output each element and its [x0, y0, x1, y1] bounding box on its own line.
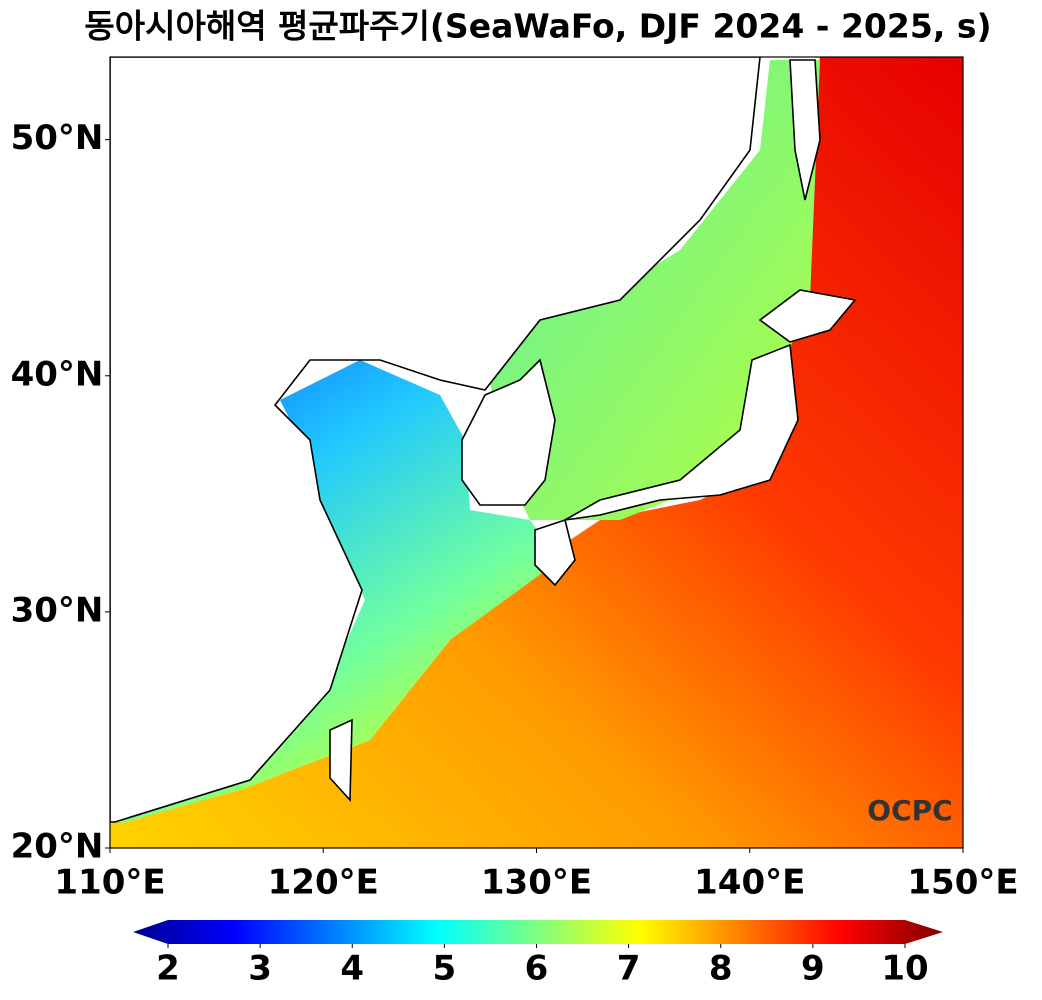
colorbar-tick-label: 7	[617, 949, 641, 989]
colorbar-tick-label: 8	[709, 949, 733, 989]
china	[110, 57, 761, 823]
x-tick-label: 140°E	[694, 863, 805, 903]
east-sea-field	[490, 60, 820, 520]
sakhalin	[789, 59, 821, 201]
korea	[461, 358, 556, 506]
taiwan	[329, 718, 353, 803]
x-tick-label: 110°E	[54, 863, 165, 903]
colorbar-tick-label: 5	[433, 949, 457, 989]
kyushu	[534, 518, 576, 587]
x-tick-label: 130°E	[481, 863, 592, 903]
colorbar-tick-label: 10	[881, 949, 928, 989]
colorbar-tick-label: 4	[340, 949, 364, 989]
y-tick-label: 40°N	[11, 354, 104, 394]
map-title: 동아시아해역 평균파주기(SeaWaFo, DJF 2024 - 2025, s…	[84, 7, 991, 46]
colorbar-tick-label: 2	[156, 949, 180, 989]
map-field	[110, 57, 963, 848]
colorbar-tick-label: 9	[801, 949, 825, 989]
hokkaido	[758, 289, 857, 343]
x-tick-label: 150°E	[907, 863, 1018, 903]
yellow-sea-field	[115, 360, 560, 825]
x-tick-label: 120°E	[268, 863, 379, 903]
y-tick-label: 20°N	[11, 827, 104, 867]
colorbar-tick-label: 6	[525, 949, 549, 989]
pacific-field	[110, 57, 963, 848]
colorbar-tick-label: 3	[248, 949, 272, 989]
honshu	[564, 343, 799, 521]
colorbar	[133, 920, 943, 944]
logo: OCPC	[867, 794, 952, 827]
y-tick-label: 50°N	[11, 118, 104, 158]
y-tick-label: 30°N	[11, 590, 104, 630]
